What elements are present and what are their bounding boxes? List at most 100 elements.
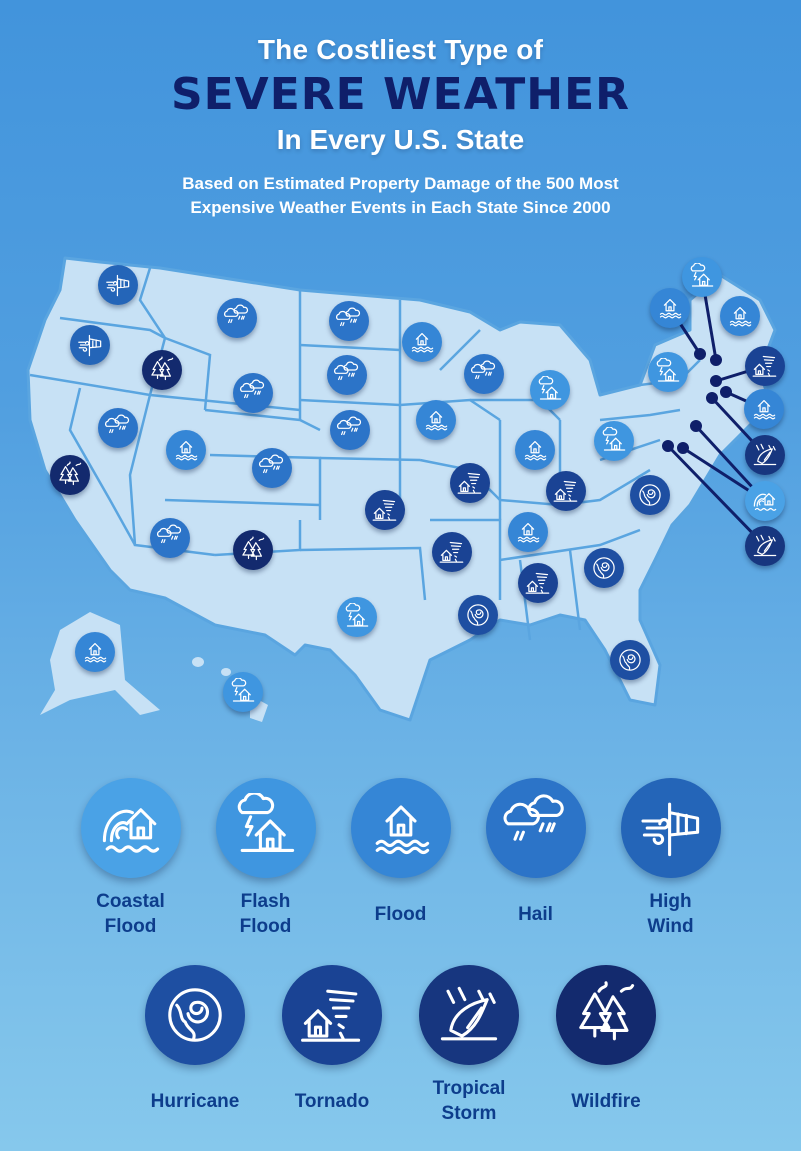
- hail-icon: [503, 794, 564, 841]
- state-pin-ms: [518, 563, 558, 603]
- legend-label: Flood: [374, 903, 427, 925]
- state-pin-ar: [432, 532, 472, 572]
- state-pin-me: [720, 296, 760, 336]
- legend-circle: [80, 778, 181, 878]
- title-bottom: In Every U.S. State: [276, 124, 525, 155]
- tornado-icon: [553, 480, 578, 502]
- legend-row-1: Coastal Flood Flash Flood Flood Hail High Wi…: [0, 778, 801, 942]
- state-pin-vt: [650, 288, 690, 328]
- flash-flood-icon: [231, 678, 255, 702]
- legend-row-2: Hurricane Tornado Tropical Storm Wildfire: [0, 965, 801, 1129]
- state-pin-ne: [330, 410, 370, 450]
- state-pin-wi: [464, 354, 504, 394]
- hurricane-icon: [168, 988, 222, 1042]
- hurricane-icon: [639, 484, 661, 506]
- state-pin-tx: [337, 597, 377, 637]
- flood-icon: [753, 399, 776, 420]
- hail-icon: [105, 414, 130, 434]
- hurricane-icon: [619, 649, 641, 671]
- state-pin-ks: [365, 490, 405, 530]
- flood-icon: [84, 642, 107, 663]
- flash-flood-icon: [602, 427, 626, 451]
- legend-circle: [350, 778, 451, 878]
- state-pin-ia: [416, 400, 456, 440]
- state-pin-ny: [648, 352, 688, 392]
- state-pin-id: [142, 350, 182, 390]
- state-pin-pa: [594, 421, 634, 461]
- state-pin-il: [515, 430, 555, 470]
- legend-circle: [145, 965, 245, 1065]
- leader-dot: [710, 375, 722, 387]
- legend-item-flash-flood: Flash Flood: [215, 778, 316, 942]
- hurricane-icon: [467, 604, 489, 626]
- hurricane-icon: [593, 557, 615, 579]
- legend-label: Hurricane: [150, 1090, 240, 1112]
- hail-icon: [259, 454, 284, 474]
- hail-icon: [157, 524, 182, 544]
- legend-item-flood: Flood: [350, 778, 451, 942]
- legend-circle: [282, 965, 382, 1065]
- subtitle-line-1: Based on Estimated Property Damage of th…: [182, 174, 619, 193]
- wildfire-icon: [151, 356, 174, 381]
- state-pin-hi: [223, 672, 263, 712]
- wildfire-icon: [59, 461, 82, 486]
- flood-icon: [425, 410, 448, 431]
- flash-flood-icon: [345, 603, 369, 627]
- flood-icon: [175, 440, 198, 461]
- tropical-storm-icon: [753, 534, 777, 557]
- state-pin-ut: [166, 430, 206, 470]
- hail-icon: [240, 379, 265, 399]
- tornado-icon: [752, 355, 777, 377]
- leader-dot: [694, 348, 706, 360]
- flood-icon: [517, 522, 540, 543]
- leader-dot: [720, 386, 732, 398]
- flood-icon: [659, 298, 682, 319]
- state-pin-ga: [584, 548, 624, 588]
- coastal-flood-icon: [102, 808, 159, 853]
- tropical-storm-icon: [440, 986, 498, 1041]
- legend-item-tropical-storm: Tropical Storm: [419, 965, 520, 1129]
- legend-circle: [620, 778, 721, 878]
- hail-icon: [336, 307, 361, 327]
- legend-label: Hail: [518, 903, 553, 925]
- page-title: SEVERE WEATHER: [170, 69, 631, 120]
- state-pin-fl: [610, 640, 650, 680]
- legend-label: Coastal Flood: [96, 891, 165, 937]
- state-pin-ak: [75, 632, 115, 672]
- flood-icon: [729, 306, 752, 327]
- flash-flood-icon: [237, 793, 294, 852]
- state-pin-az: [150, 518, 190, 558]
- high-wind-icon: [106, 274, 130, 297]
- tornado-icon: [525, 572, 550, 594]
- state-pin-ca: [50, 455, 90, 495]
- flood-icon: [411, 332, 434, 353]
- state-pin-ma: [745, 346, 785, 386]
- state-pin-nh: [682, 257, 722, 297]
- coastal-flood-icon: [753, 493, 777, 511]
- leader-dot: [677, 442, 689, 454]
- subtitle: Based on Estimated Property Damage of th…: [0, 172, 801, 220]
- legend-label: Tropical Storm: [432, 1078, 506, 1124]
- state-pin-mn: [402, 322, 442, 362]
- leader-dot: [706, 392, 718, 404]
- state-pin-nm: [233, 530, 273, 570]
- high-wind-icon: [640, 802, 699, 857]
- legend-circle: [485, 778, 586, 878]
- hail-icon: [224, 304, 249, 324]
- flash-flood-icon: [538, 376, 562, 400]
- legend-label: Wildfire: [571, 1090, 641, 1112]
- state-pin-nd: [329, 301, 369, 341]
- state-pin-nc: [630, 475, 670, 515]
- state-pin-ri: [744, 389, 784, 429]
- legend-item-hail: Hail: [485, 778, 586, 942]
- state-pin-or: [70, 325, 110, 365]
- state-pin-md: [745, 526, 785, 566]
- legend-item-tornado: Tornado: [282, 965, 383, 1129]
- flood-icon: [375, 805, 429, 855]
- header: The Costliest Type of SEVERE WEATHER In …: [0, 30, 801, 220]
- legend-circle: [419, 965, 519, 1065]
- legend-label: Tornado: [294, 1090, 370, 1112]
- subtitle-line-2: Expensive Weather Events in Each State S…: [190, 198, 611, 217]
- legend-item-wildfire: Wildfire: [556, 965, 657, 1129]
- hail-icon: [337, 416, 362, 436]
